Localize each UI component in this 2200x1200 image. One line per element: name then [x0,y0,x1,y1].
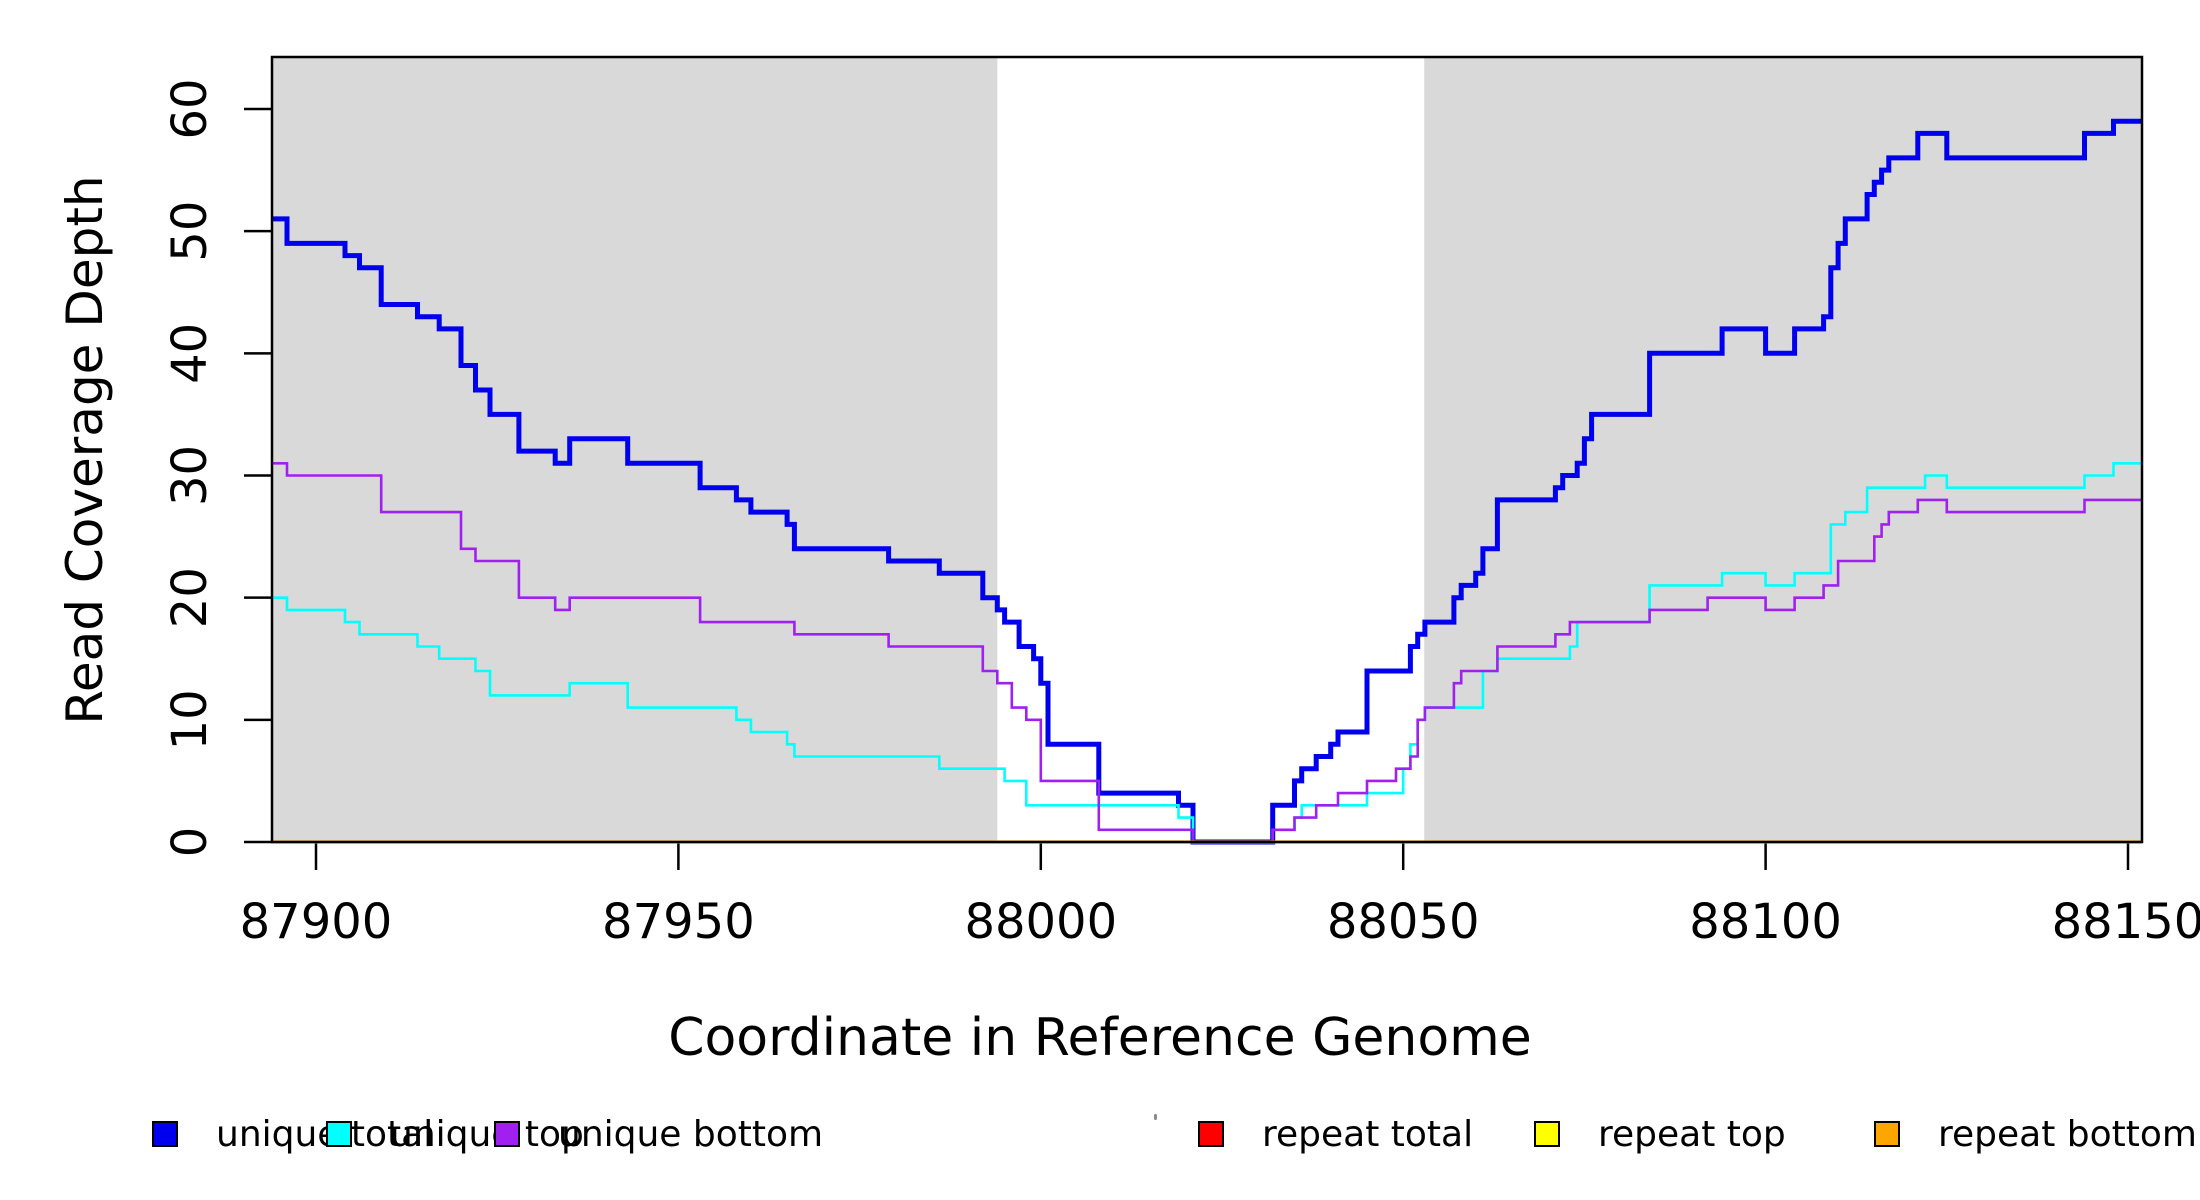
x-tick-label: 88000 [964,894,1117,950]
y-tick-label: 0 [162,827,218,858]
legend-label: unique total [216,1113,434,1155]
legend-swatch-unique-top [326,1121,352,1147]
legend-item-repeat-bottom: repeat bottom [1874,1114,2197,1155]
legend-item-unique-top: unique top [326,1114,584,1155]
legend-label: repeat total [1262,1113,1474,1155]
x-tick-label: 88150 [2052,894,2200,950]
legend-swatch-repeat-top [1534,1121,1560,1147]
legend-swatch-repeat-total [1198,1121,1224,1147]
series-line-unique-bottom [271,462,2142,844]
legend-item-repeat-top: repeat top [1534,1114,1786,1155]
legend-item-unique-total: unique total [152,1114,433,1155]
y-tick-label: 40 [162,323,218,384]
y-tick-label: 50 [162,201,218,262]
legend-item-unique-bottom: unique bottom [494,1114,823,1155]
y-tick-label: 20 [162,567,218,628]
legend-label: repeat top [1598,1113,1786,1155]
legend-swatch-unique-bottom [494,1121,520,1147]
x-tick-label: 87950 [602,894,755,950]
plot-box [270,55,2144,844]
legend-item-repeat-total: repeat total [1198,1114,1473,1155]
series-line-unique-total [271,118,2142,845]
x-tick-label: 87900 [240,894,393,950]
x-axis-title: Coordinate in Reference Genome [668,1008,1532,1068]
legend-label: unique bottom [558,1113,824,1155]
y-axis-title: Read Coverage Depth [56,175,114,725]
y-tick-label: 30 [162,445,218,506]
legend-swatch-repeat-bottom [1874,1121,1900,1147]
x-tick-label: 88050 [1327,894,1480,950]
y-tick-label: 10 [162,689,218,750]
x-tick-label: 88100 [1689,894,1842,950]
unique-region-right [1424,57,2142,842]
legend-label: unique top [390,1113,584,1155]
series-line-unique-top [271,462,2142,844]
unique-region-left [271,57,998,842]
y-tick-label: 60 [162,78,218,139]
legend-label: repeat bottom [1938,1113,2197,1155]
artifact-dot [1154,1114,1157,1120]
legend-swatch-unique-total [152,1121,178,1147]
